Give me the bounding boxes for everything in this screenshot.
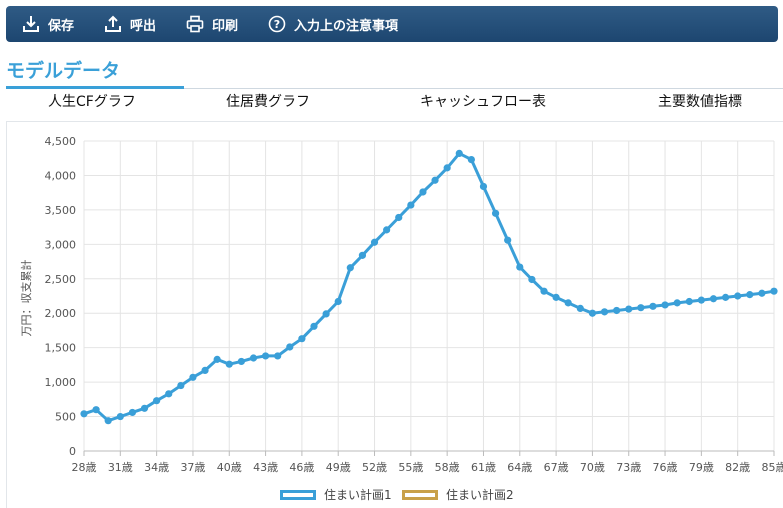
y-tick-label: 0: [69, 445, 76, 458]
data-point[interactable]: [565, 299, 572, 306]
data-point[interactable]: [335, 298, 342, 305]
x-tick-label: 82歳: [725, 461, 750, 474]
x-tick-label: 70歳: [580, 461, 605, 474]
data-point[interactable]: [177, 382, 184, 389]
data-point[interactable]: [250, 354, 257, 361]
legend-swatch-plan1: [280, 490, 316, 500]
data-point[interactable]: [698, 297, 705, 304]
x-tick-label: 49歳: [326, 461, 351, 474]
y-tick-label: 3,500: [45, 204, 77, 217]
data-point[interactable]: [141, 405, 148, 412]
x-tick-label: 76歳: [653, 461, 678, 474]
data-point[interactable]: [383, 226, 390, 233]
x-tick-label: 46歳: [289, 461, 314, 474]
x-tick-label: 85歳: [762, 461, 783, 474]
data-point[interactable]: [613, 307, 620, 314]
data-point[interactable]: [589, 310, 596, 317]
y-tick-label: 3,000: [45, 238, 77, 251]
x-tick-label: 79歳: [689, 461, 714, 474]
data-point[interactable]: [468, 156, 475, 163]
data-point[interactable]: [93, 406, 100, 413]
data-point[interactable]: [480, 183, 487, 190]
data-point[interactable]: [710, 295, 717, 302]
legend-item-plan1[interactable]: 住まい計画1: [280, 486, 392, 503]
x-tick-label: 58歳: [435, 461, 460, 474]
y-tick-label: 500: [55, 411, 76, 424]
y-tick-label: 1,500: [45, 342, 77, 355]
x-tick-label: 28歳: [72, 461, 97, 474]
x-tick-label: 40歳: [217, 461, 242, 474]
data-point[interactable]: [80, 410, 87, 417]
data-point[interactable]: [395, 214, 402, 221]
x-tick-label: 43歳: [253, 461, 278, 474]
x-tick-label: 55歳: [398, 461, 423, 474]
x-tick-label: 37歳: [180, 461, 205, 474]
data-point[interactable]: [746, 291, 753, 298]
x-tick-label: 34歳: [144, 461, 169, 474]
data-point[interactable]: [734, 292, 741, 299]
data-point[interactable]: [661, 301, 668, 308]
data-point[interactable]: [153, 397, 160, 404]
x-tick-label: 67歳: [544, 461, 569, 474]
data-point[interactable]: [323, 310, 330, 317]
data-point[interactable]: [722, 294, 729, 301]
data-point[interactable]: [431, 177, 438, 184]
data-point[interactable]: [407, 201, 414, 208]
data-point[interactable]: [492, 210, 499, 217]
data-point[interactable]: [625, 305, 632, 312]
data-point[interactable]: [262, 352, 269, 359]
data-point[interactable]: [540, 288, 547, 295]
data-point[interactable]: [189, 374, 196, 381]
x-tick-label: 52歳: [362, 461, 387, 474]
x-tick-label: 61歳: [471, 461, 496, 474]
data-point[interactable]: [129, 409, 136, 416]
data-point[interactable]: [105, 417, 112, 424]
data-point[interactable]: [371, 239, 378, 246]
series-line-plan1: [84, 153, 774, 420]
data-point[interactable]: [419, 188, 426, 195]
data-point[interactable]: [226, 361, 233, 368]
y-tick-label: 4,000: [45, 169, 77, 182]
data-point[interactable]: [528, 276, 535, 283]
data-point[interactable]: [637, 304, 644, 311]
data-point[interactable]: [117, 413, 124, 420]
data-point[interactable]: [553, 294, 560, 301]
data-point[interactable]: [770, 288, 777, 295]
legend-label-plan1: 住まい計画1: [324, 486, 392, 503]
data-point[interactable]: [165, 390, 172, 397]
data-point[interactable]: [298, 335, 305, 342]
y-tick-label: 4,500: [45, 135, 77, 148]
data-point[interactable]: [347, 264, 354, 271]
legend-swatch-plan2: [402, 490, 438, 500]
data-point[interactable]: [274, 352, 281, 359]
data-point[interactable]: [601, 308, 608, 315]
y-tick-label: 2,500: [45, 273, 77, 286]
legend-label-plan2: 住まい計画2: [446, 486, 514, 503]
data-point[interactable]: [214, 356, 221, 363]
data-point[interactable]: [516, 263, 523, 270]
data-point[interactable]: [674, 299, 681, 306]
data-point[interactable]: [686, 298, 693, 305]
x-tick-label: 73歳: [616, 461, 641, 474]
data-point[interactable]: [758, 290, 765, 297]
y-tick-label: 1,000: [45, 376, 77, 389]
data-point[interactable]: [577, 305, 584, 312]
data-point[interactable]: [238, 358, 245, 365]
data-point[interactable]: [649, 303, 656, 310]
data-point[interactable]: [286, 343, 293, 350]
data-point[interactable]: [504, 237, 511, 244]
x-tick-label: 31歳: [108, 461, 133, 474]
data-point[interactable]: [456, 150, 463, 157]
data-point[interactable]: [310, 323, 317, 330]
legend-item-plan2[interactable]: 住まい計画2: [402, 486, 514, 503]
data-point[interactable]: [444, 164, 451, 171]
data-point[interactable]: [201, 367, 208, 374]
data-point[interactable]: [359, 252, 366, 259]
x-tick-label: 64歳: [507, 461, 532, 474]
y-tick-label: 2,000: [45, 307, 77, 320]
